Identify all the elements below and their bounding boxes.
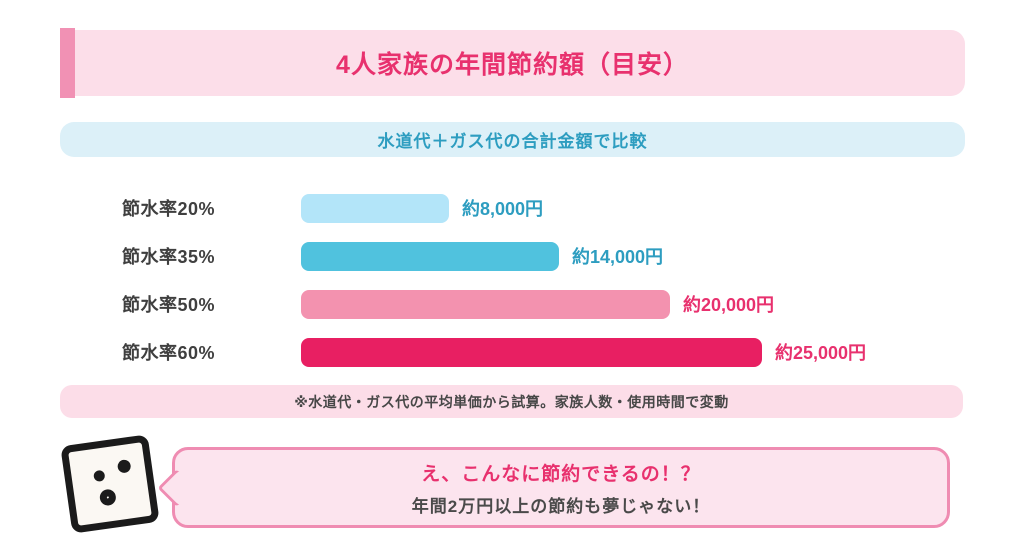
chart-row: 節水率50% 約20,000円 — [122, 280, 982, 328]
mascot-mouth — [98, 488, 117, 507]
speech-bubble-subline: 年間2万円以上の節約も夢じゃない！ — [411, 496, 711, 516]
chart-row: 節水率60% 約25,000円 — [122, 328, 982, 376]
speech-bubble: え、こんなに節約できるの！？ 年間2万円以上の節約も夢じゃない！ — [172, 447, 950, 528]
category-label: 節水率50% — [122, 295, 216, 315]
value-label: 約25,000円 — [775, 343, 867, 363]
chart-row: 節水率35% 約14,000円 — [122, 232, 982, 280]
mascot-left-eye — [93, 469, 106, 483]
comparison-banner: 水道代＋ガス代の合計金額で比較 — [60, 122, 965, 157]
footnote-banner: ※水道代・ガス代の平均単価から試算。家族人数・使用時間で変動 — [60, 385, 963, 418]
value-label: 約14,000円 — [572, 247, 664, 267]
comparison-banner-label: 水道代＋ガス代の合計金額で比較 — [377, 132, 648, 151]
page-title: 4人家族の年間節約額（目安） — [336, 51, 689, 79]
category-label: 節水率35% — [122, 247, 216, 267]
mascot-right-eye — [116, 459, 132, 474]
header-banner: 4人家族の年間節約額（目安） — [60, 28, 965, 98]
speech-bubble-headline: え、こんなに節約できるの！？ — [421, 463, 701, 485]
category-label: 節水率60% — [122, 343, 216, 363]
category-label: 節水率20% — [122, 199, 216, 219]
value-label: 約20,000円 — [683, 295, 775, 315]
chart-row: 節水率20% 約8,000円 — [122, 184, 982, 232]
bar-20-percent — [301, 193, 449, 223]
bar-60-percent — [301, 337, 762, 367]
bar-35-percent — [301, 241, 559, 271]
savings-bar-chart: 節水率20% 約8,000円 節水率35% 約14,000円 節水率50% 約2… — [122, 184, 982, 376]
header-accent-bar — [60, 28, 75, 98]
surprised-square-face-icon — [60, 434, 160, 534]
bar-50-percent — [301, 289, 670, 319]
value-label: 約8,000円 — [462, 199, 544, 219]
footnote-text: ※水道代・ガス代の平均単価から試算。家族人数・使用時間で変動 — [294, 393, 729, 410]
